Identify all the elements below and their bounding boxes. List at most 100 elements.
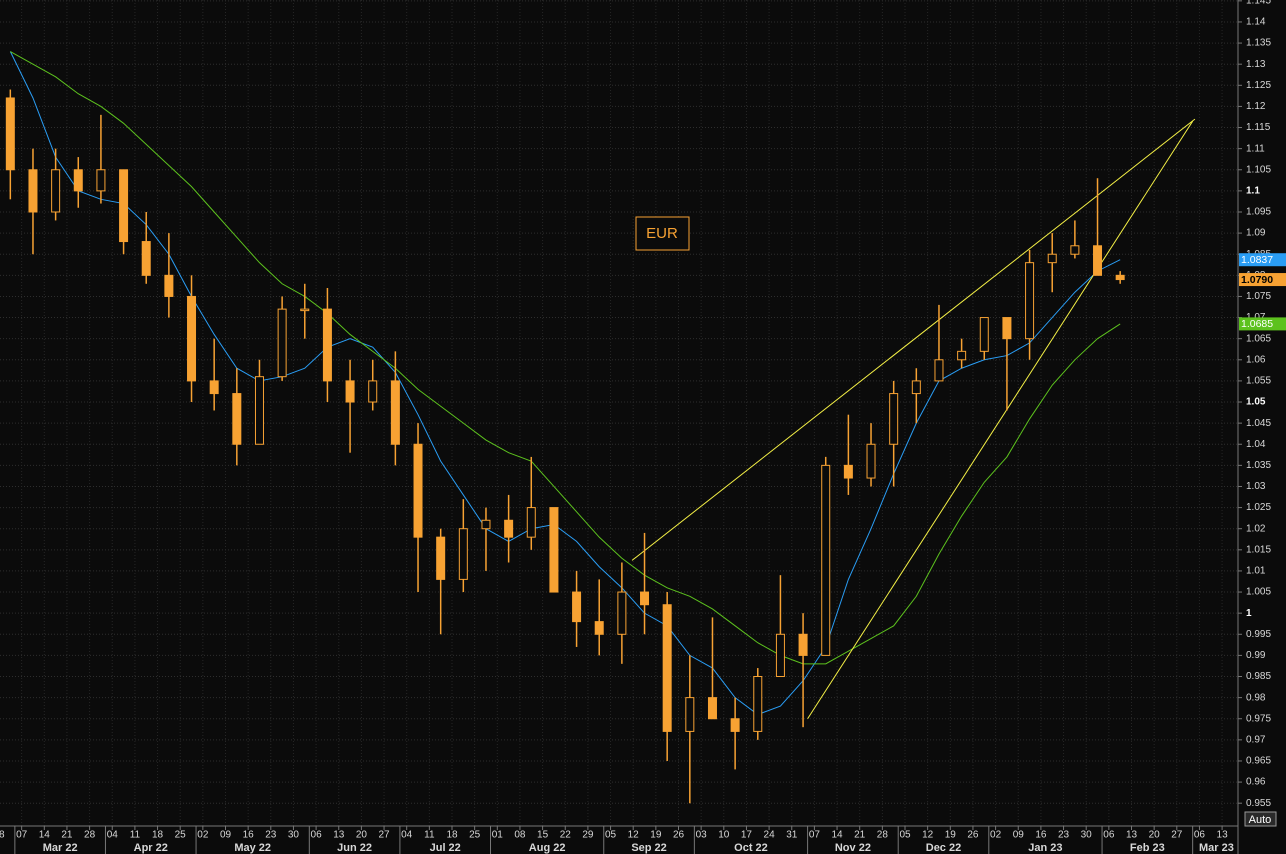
y-tick-label: 1.035 bbox=[1246, 460, 1271, 471]
candle-body bbox=[707, 697, 717, 720]
x-tick-label: 21 bbox=[854, 830, 866, 841]
y-tick-label: 1.115 bbox=[1246, 122, 1271, 133]
x-tick-label: 31 bbox=[786, 830, 798, 841]
x-tick-label: 30 bbox=[1081, 830, 1093, 841]
candle-body bbox=[753, 676, 763, 732]
auto-button[interactable] bbox=[1244, 811, 1277, 827]
y-tick-label: 1.13 bbox=[1246, 59, 1266, 70]
y-tick-label: 1.04 bbox=[1246, 439, 1266, 450]
candle-body bbox=[28, 169, 38, 213]
x-tick-label: 13 bbox=[1217, 830, 1229, 841]
y-tick-label: 1.065 bbox=[1246, 333, 1271, 344]
x-tick-label: 11 bbox=[130, 830, 141, 841]
x-tick-label: 09 bbox=[220, 830, 232, 841]
month-label: Sep 22 bbox=[631, 842, 666, 854]
candle-body bbox=[1002, 317, 1012, 340]
trendline bbox=[807, 120, 1194, 720]
y-tick-label: 0.965 bbox=[1246, 756, 1271, 767]
y-tick-label: 1.02 bbox=[1246, 523, 1266, 534]
x-tick-label: 13 bbox=[1126, 830, 1138, 841]
candle-body bbox=[187, 295, 197, 382]
y-tick-label: 1.05 bbox=[1246, 397, 1266, 408]
x-tick-label: 12 bbox=[922, 830, 934, 841]
candle-body bbox=[662, 604, 672, 732]
candle-body bbox=[572, 591, 582, 623]
x-tick-label: 07 bbox=[809, 830, 821, 841]
y-tick-label: 1.09 bbox=[1246, 228, 1266, 239]
x-tick-label: 16 bbox=[243, 830, 255, 841]
price-tag bbox=[1239, 273, 1286, 287]
month-label: Mar 22 bbox=[43, 842, 78, 854]
y-tick-label: 1.125 bbox=[1246, 80, 1271, 91]
x-tick-label: 05 bbox=[605, 830, 617, 841]
x-tick-label: 26 bbox=[673, 830, 685, 841]
candle-body bbox=[798, 633, 808, 656]
annotation-box bbox=[635, 216, 690, 251]
y-tick-label: 1.03 bbox=[1246, 481, 1266, 492]
y-tick-label: 1.145 bbox=[1246, 0, 1271, 6]
auto-button-label[interactable]: Auto bbox=[1249, 814, 1272, 826]
candle-body bbox=[1070, 245, 1080, 255]
y-tick-label: 1.12 bbox=[1246, 101, 1266, 112]
y-tick-label: 0.995 bbox=[1246, 629, 1271, 640]
x-tick-label: 28 bbox=[84, 830, 96, 841]
y-tick-label: 0.96 bbox=[1246, 777, 1266, 788]
x-tick-label: 02 bbox=[990, 830, 1002, 841]
candle-body bbox=[481, 519, 491, 530]
x-tick-label: 02 bbox=[197, 830, 209, 841]
plot bbox=[5, 51, 1196, 804]
x-tick-label: 24 bbox=[764, 830, 776, 841]
x-tick-label: 08 bbox=[514, 830, 526, 841]
grid bbox=[0, 0, 1238, 826]
x-tick-label: 21 bbox=[61, 830, 73, 841]
price-tag-label: 1.0685 bbox=[1241, 318, 1273, 330]
y-tick-label: 1.11 bbox=[1246, 143, 1265, 154]
month-label: Mar 23 bbox=[1199, 842, 1234, 854]
y-tick-label: 1.015 bbox=[1246, 544, 1271, 555]
candle-body bbox=[730, 718, 740, 732]
y-tick-label: 1.025 bbox=[1246, 502, 1271, 513]
x-tick-label: 17 bbox=[741, 830, 753, 841]
candle-body bbox=[1115, 274, 1125, 281]
x-tick-label: 19 bbox=[650, 830, 662, 841]
x-tick-label: 18 bbox=[152, 830, 164, 841]
candle-body bbox=[96, 169, 106, 192]
y-tick-label: 0.98 bbox=[1246, 692, 1266, 703]
candle-body bbox=[594, 621, 604, 635]
y-tick-label: 0.99 bbox=[1246, 650, 1266, 661]
candle-body bbox=[232, 393, 242, 445]
x-tick-label: 22 bbox=[560, 830, 572, 841]
y-tick-label: 1.1 bbox=[1246, 186, 1260, 197]
candle-body bbox=[254, 376, 264, 445]
x-tick-label: 20 bbox=[1149, 830, 1161, 841]
x-tick-label: 01 bbox=[492, 830, 504, 841]
x-tick-label: 13 bbox=[333, 830, 345, 841]
month-label: Dec 22 bbox=[926, 842, 961, 854]
month-label: Jan 23 bbox=[1028, 842, 1062, 854]
candle-body bbox=[5, 97, 15, 171]
x-tick-label: 23 bbox=[1058, 830, 1070, 841]
y-tick-label: 0.955 bbox=[1246, 798, 1271, 809]
candle-body bbox=[866, 443, 876, 479]
month-label: Aug 22 bbox=[529, 842, 566, 854]
annotation: EUR bbox=[646, 225, 678, 242]
candle-body bbox=[526, 507, 536, 538]
y-tick-label: 1.105 bbox=[1246, 164, 1271, 175]
x-tick-label: 14 bbox=[831, 830, 843, 841]
candle-body bbox=[322, 308, 332, 382]
candle-body bbox=[209, 380, 219, 395]
candle-body bbox=[119, 169, 129, 243]
x-tick-label: 04 bbox=[401, 830, 413, 841]
y-tick-label: 1.075 bbox=[1246, 291, 1271, 302]
x-tick-label: 30 bbox=[288, 830, 300, 841]
candle-body bbox=[889, 393, 899, 445]
candle-body bbox=[957, 350, 967, 361]
candle-body bbox=[141, 241, 151, 276]
candle-body bbox=[1093, 245, 1103, 276]
candle-body bbox=[277, 308, 287, 378]
candle-body bbox=[1047, 253, 1057, 264]
y-tick-label: 0.985 bbox=[1246, 671, 1271, 682]
candle-body bbox=[934, 359, 944, 382]
month-label: May 22 bbox=[234, 842, 271, 854]
